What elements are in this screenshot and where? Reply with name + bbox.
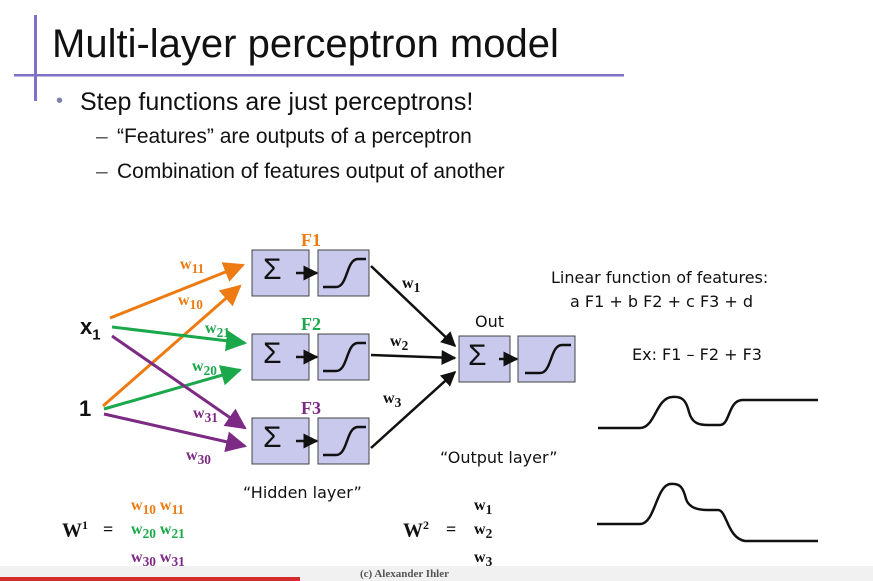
- weight-w21: w21: [205, 320, 230, 341]
- bullet-marker: •: [56, 90, 64, 112]
- arrow-f3-to-out: [370, 370, 457, 449]
- linear-function-formula: a F1 + b F2 + c F3 + d: [570, 292, 754, 311]
- footer-accent-red: [0, 577, 300, 581]
- matrix-w2-row-1: w1: [474, 497, 493, 518]
- weight-w2: w2: [390, 333, 409, 354]
- output-layer-label: “Output layer”: [440, 448, 558, 467]
- sigmoid-curve: [525, 343, 571, 375]
- title-accent-vertical-bar: [34, 15, 37, 101]
- weight-w10: w10: [178, 292, 203, 313]
- matrix-w1-row-3: w30 w31: [131, 549, 185, 570]
- dash-marker: –: [96, 160, 108, 183]
- matrix-w1-row-1: w10 w11: [131, 497, 185, 518]
- arrow-x1-to-f2: [111, 325, 248, 352]
- sub-bullet-2: Combination of features output of anothe…: [117, 160, 505, 183]
- weight-w1: w1: [402, 275, 421, 296]
- copyright-text: (c) Alexander Ihler: [360, 568, 450, 580]
- matrix-w1-symbol: W1: [62, 518, 88, 542]
- input-x1-label: x1: [80, 314, 101, 344]
- main-bullet: Step functions are just perceptrons!: [80, 88, 474, 116]
- arrow-1-to-f1: [102, 284, 242, 408]
- feature-label-f3: F3: [301, 398, 321, 418]
- output-unit: [458, 335, 576, 383]
- weight-w31: w31: [193, 405, 218, 426]
- input-bias-label: 1: [79, 396, 92, 421]
- sigmoid-curve: [323, 425, 366, 457]
- sigmoid-curve: [323, 257, 366, 289]
- arrow-f1-to-out: [370, 265, 457, 348]
- hidden-layer-label: “Hidden layer”: [243, 483, 362, 502]
- linear-function-heading: Linear function of features:: [551, 268, 769, 287]
- matrix-w1-row-2: w20 w21: [131, 521, 185, 542]
- weight-w3: w3: [383, 390, 402, 411]
- dash-marker: –: [96, 125, 108, 148]
- sigma-icon: Σ: [263, 337, 282, 370]
- sigma-icon: Σ: [263, 421, 282, 454]
- title-accent-horizontal-bar: [14, 74, 624, 77]
- example-curve-top: [598, 395, 818, 430]
- hidden-unit-f2: [251, 333, 370, 381]
- matrix-w2-symbol: W2: [403, 518, 429, 542]
- arrow-x1-to-f1: [109, 262, 245, 320]
- sigma-icon: Σ: [468, 339, 487, 372]
- arrow-f2-to-out: [370, 350, 457, 366]
- hidden-unit-f1: [251, 249, 370, 297]
- hidden-unit-f3: [251, 417, 370, 465]
- weight-w11: w11: [180, 256, 205, 277]
- arrow-x1-to-f3: [111, 334, 247, 430]
- sub-bullet-1: “Features” are outputs of a perceptron: [117, 125, 472, 148]
- weight-w30: w30: [186, 447, 211, 468]
- matrix-w1-equals: =: [103, 519, 114, 539]
- slide-title: Multi-layer perceptron model: [52, 22, 559, 66]
- feature-label-f2: F2: [301, 314, 321, 334]
- example-curve-bottom: [597, 482, 818, 543]
- matrix-w2-equals: =: [446, 519, 457, 539]
- arrow-1-to-f3: [103, 412, 248, 453]
- feature-label-f1: F1: [301, 230, 321, 250]
- matrix-w2-row-2: w2: [474, 521, 493, 542]
- sigma-icon: Σ: [263, 253, 282, 286]
- arrow-1-to-f2: [103, 365, 243, 411]
- example-function: Ex: F1 – F2 + F3: [632, 345, 762, 364]
- matrix-w2-row-3: w3: [474, 549, 493, 570]
- weight-w20: w20: [192, 358, 217, 379]
- out-label: Out: [475, 312, 505, 331]
- sigmoid-curve: [323, 341, 366, 373]
